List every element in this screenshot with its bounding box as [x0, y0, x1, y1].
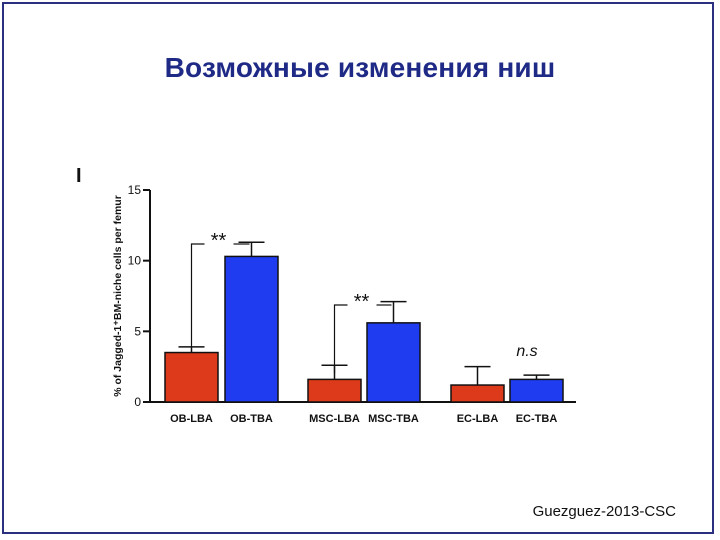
credit-text: Guezguez-2013-CSC — [532, 503, 676, 520]
bar — [450, 384, 505, 403]
bar — [224, 255, 279, 403]
bar — [366, 322, 421, 403]
y-axis-label-group: % of Jagged-1⁺BM-niche cells per femur — [112, 195, 124, 397]
significance-label: ** — [211, 230, 227, 252]
y-tick-label: 10 — [128, 254, 142, 268]
y-tick-label: 15 — [128, 183, 142, 197]
y-axis-label: % of Jagged-1⁺BM-niche cells per femur — [112, 195, 124, 397]
significance-bracket — [333, 304, 348, 374]
slide-frame — [2, 2, 714, 534]
bar — [307, 378, 362, 403]
bar — [164, 351, 219, 403]
y-tick-label: 5 — [134, 324, 141, 338]
category-label: EC-TBA — [516, 413, 558, 425]
category-label: MSC-LBA — [309, 413, 360, 425]
significance-bracket — [190, 243, 205, 347]
significance-label: ** — [354, 291, 370, 313]
y-tick-label: 0 — [134, 395, 141, 409]
category-label: OB-LBA — [170, 413, 213, 425]
significance-label: n.s — [516, 343, 537, 360]
panel-label: I — [76, 165, 82, 187]
category-label: MSC-TBA — [368, 413, 419, 425]
category-label: EC-LBA — [457, 413, 499, 425]
bar — [509, 378, 564, 403]
slide-title: Возможные изменения ниш — [164, 52, 556, 83]
category-label: OB-TBA — [230, 413, 273, 425]
